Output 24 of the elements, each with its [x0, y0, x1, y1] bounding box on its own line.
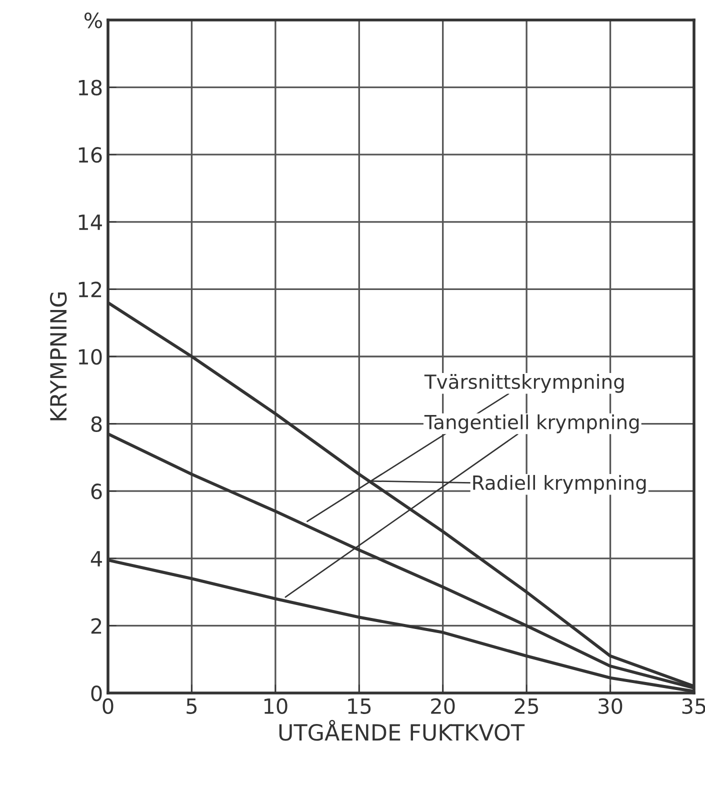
- x-tick-label: 25: [514, 698, 538, 714]
- annotation: Tangentiell krympning: [424, 414, 639, 434]
- x-tick-label: 35: [682, 698, 705, 714]
- y-tick-label: 10: [78, 348, 102, 365]
- x-tick-label: 15: [348, 698, 371, 714]
- y-tick-label: 4: [90, 551, 102, 566]
- x-tick-label: 20: [431, 698, 455, 714]
- y-tick-label: 6: [91, 484, 102, 500]
- y-tick-label: 12: [78, 282, 102, 298]
- y-tick-label: 0: [91, 685, 102, 702]
- annotation: Radiell krympning: [473, 474, 646, 494]
- x-tick-label: 30: [598, 698, 622, 714]
- x-tick-label: 5: [186, 698, 197, 714]
- annotation: Tvärsnittskrympning: [424, 374, 624, 393]
- y-tick-label: 8: [91, 416, 102, 432]
- y-tick-label: 14: [78, 214, 102, 230]
- x-tick-label: 0: [102, 698, 114, 714]
- y-tick-label: 2: [91, 618, 102, 634]
- x-tick-label: 10: [264, 698, 288, 714]
- y-tick-label: %: [84, 12, 102, 28]
- y-axis-title: KRYMPNING: [50, 292, 67, 420]
- y-tick-label: 16: [78, 147, 102, 163]
- y-tick-label: 18: [78, 80, 102, 96]
- x-axis-title: UTGÅENDE FUKTKVOT: [279, 720, 525, 741]
